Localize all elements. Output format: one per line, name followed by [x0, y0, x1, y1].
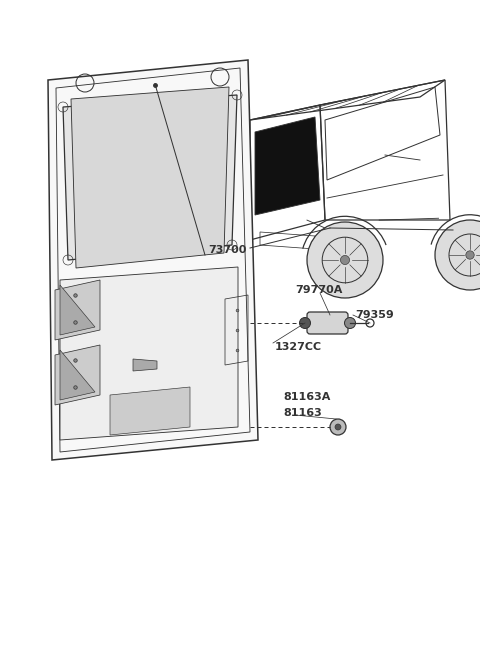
Text: 79770A: 79770A [295, 285, 342, 295]
Polygon shape [48, 60, 258, 460]
Text: 1327CC: 1327CC [275, 342, 322, 352]
Text: 81163: 81163 [283, 408, 322, 418]
Text: 81163A: 81163A [283, 392, 330, 402]
Polygon shape [60, 350, 95, 400]
FancyBboxPatch shape [307, 312, 348, 334]
Circle shape [300, 318, 311, 329]
Circle shape [340, 255, 349, 265]
Polygon shape [63, 95, 237, 260]
Circle shape [466, 251, 474, 259]
Circle shape [330, 419, 346, 435]
Polygon shape [133, 359, 157, 371]
Circle shape [307, 222, 383, 298]
Circle shape [335, 424, 341, 430]
Polygon shape [71, 87, 229, 268]
Text: 79359: 79359 [355, 310, 394, 320]
Polygon shape [255, 117, 320, 215]
Polygon shape [55, 345, 100, 405]
Polygon shape [60, 267, 238, 440]
Polygon shape [110, 387, 190, 435]
Polygon shape [55, 280, 100, 340]
Polygon shape [60, 285, 95, 335]
Circle shape [435, 220, 480, 290]
Circle shape [345, 318, 356, 329]
Text: 73700: 73700 [208, 245, 246, 255]
